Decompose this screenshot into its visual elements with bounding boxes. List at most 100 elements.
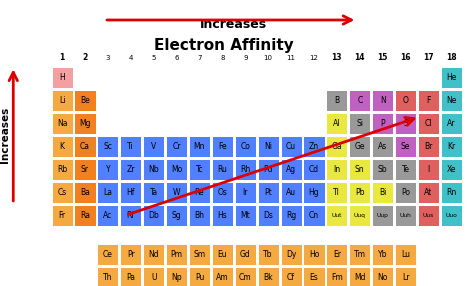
Text: Bk: Bk [264,273,273,282]
FancyBboxPatch shape [120,244,141,265]
Text: Li: Li [59,96,65,105]
Text: Uuh: Uuh [400,213,411,218]
FancyBboxPatch shape [441,113,462,134]
Text: Mt: Mt [240,211,250,220]
FancyBboxPatch shape [166,182,187,203]
Text: Increases: Increases [200,19,267,31]
Text: Al: Al [333,119,341,128]
FancyBboxPatch shape [212,205,233,226]
FancyBboxPatch shape [74,159,95,180]
Text: 15: 15 [377,53,388,62]
FancyBboxPatch shape [303,205,325,226]
Text: 17: 17 [423,53,434,62]
FancyBboxPatch shape [281,182,301,203]
FancyBboxPatch shape [74,113,95,134]
FancyBboxPatch shape [97,136,118,157]
Text: Zr: Zr [127,165,135,174]
FancyBboxPatch shape [258,182,279,203]
Text: B: B [334,96,339,105]
FancyBboxPatch shape [166,244,187,265]
Text: Ra: Ra [80,211,90,220]
FancyBboxPatch shape [372,205,393,226]
FancyBboxPatch shape [235,136,256,157]
Text: V: V [151,142,156,151]
Text: 10: 10 [264,55,273,61]
Text: Cn: Cn [309,211,319,220]
FancyBboxPatch shape [349,244,370,265]
FancyBboxPatch shape [372,113,393,134]
Text: C: C [357,96,363,105]
Text: Am: Am [216,273,228,282]
FancyBboxPatch shape [212,244,233,265]
FancyBboxPatch shape [235,244,256,265]
FancyBboxPatch shape [52,159,73,180]
FancyBboxPatch shape [326,267,347,286]
Text: U: U [151,273,156,282]
FancyBboxPatch shape [303,136,325,157]
Text: Pm: Pm [171,250,182,259]
FancyBboxPatch shape [143,244,164,265]
FancyBboxPatch shape [349,159,370,180]
Text: Dy: Dy [286,250,296,259]
Text: Rn: Rn [446,188,456,197]
FancyBboxPatch shape [281,159,301,180]
FancyBboxPatch shape [441,205,462,226]
Text: Ne: Ne [446,96,456,105]
Text: Er: Er [333,250,341,259]
FancyBboxPatch shape [120,182,141,203]
FancyBboxPatch shape [372,90,393,111]
Text: Bi: Bi [379,188,386,197]
FancyBboxPatch shape [52,136,73,157]
Text: Ga: Ga [331,142,342,151]
Text: Sn: Sn [355,165,365,174]
FancyBboxPatch shape [52,113,73,134]
Text: Lu: Lu [401,250,410,259]
Text: Cs: Cs [57,188,67,197]
Text: Ni: Ni [264,142,272,151]
FancyBboxPatch shape [418,113,439,134]
FancyBboxPatch shape [372,136,393,157]
Text: Au: Au [286,188,296,197]
Text: Tl: Tl [333,188,340,197]
Text: Tc: Tc [196,165,203,174]
Text: Cu: Cu [286,142,296,151]
Text: Po: Po [401,188,410,197]
FancyBboxPatch shape [212,182,233,203]
Text: H: H [59,74,65,82]
Text: Pb: Pb [355,188,365,197]
FancyBboxPatch shape [281,244,301,265]
FancyBboxPatch shape [212,136,233,157]
FancyBboxPatch shape [235,267,256,286]
Text: Uuq: Uuq [354,213,366,218]
Text: Pr: Pr [127,250,135,259]
FancyBboxPatch shape [189,244,210,265]
Text: Es: Es [310,273,319,282]
FancyBboxPatch shape [258,159,279,180]
FancyBboxPatch shape [120,267,141,286]
Text: Uup: Uup [377,213,389,218]
FancyBboxPatch shape [441,182,462,203]
FancyBboxPatch shape [120,159,141,180]
Text: 6: 6 [174,55,179,61]
FancyBboxPatch shape [418,90,439,111]
FancyBboxPatch shape [281,267,301,286]
FancyBboxPatch shape [258,136,279,157]
FancyBboxPatch shape [235,205,256,226]
Text: 4: 4 [128,55,133,61]
FancyBboxPatch shape [258,205,279,226]
Text: Hg: Hg [309,188,319,197]
FancyBboxPatch shape [326,113,347,134]
Text: 16: 16 [401,53,411,62]
Text: Hf: Hf [127,188,135,197]
Text: Th: Th [103,273,113,282]
Text: Ag: Ag [286,165,296,174]
Text: 14: 14 [355,53,365,62]
FancyBboxPatch shape [349,113,370,134]
FancyBboxPatch shape [395,267,416,286]
Text: Lr: Lr [402,273,410,282]
FancyBboxPatch shape [52,90,73,111]
Text: Md: Md [354,273,365,282]
Text: Eu: Eu [218,250,227,259]
FancyBboxPatch shape [418,205,439,226]
Text: Be: Be [80,96,90,105]
